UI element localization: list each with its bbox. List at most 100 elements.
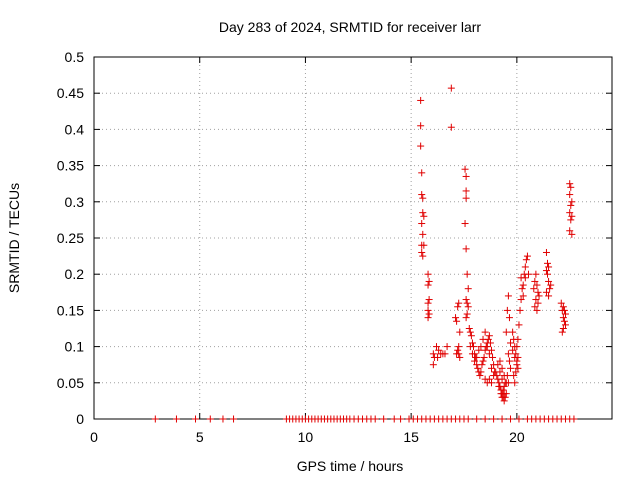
data-point <box>475 346 483 354</box>
data-point <box>447 123 455 131</box>
data-point <box>418 248 426 256</box>
data-point <box>504 379 512 387</box>
data-point <box>419 252 427 260</box>
data-point <box>464 415 472 423</box>
data-point <box>397 415 405 423</box>
data-point <box>558 328 566 336</box>
data-point <box>417 122 425 130</box>
data-point <box>474 364 482 372</box>
data-point <box>500 390 508 398</box>
data-point <box>498 375 506 383</box>
data-point <box>545 292 553 300</box>
data-point <box>466 343 474 351</box>
data-point <box>467 332 475 340</box>
data-point <box>567 183 575 191</box>
data-point <box>462 172 470 180</box>
data-point <box>429 361 437 369</box>
data-point <box>509 328 517 336</box>
data-point <box>419 230 427 238</box>
data-point <box>544 270 552 278</box>
data-point <box>462 194 470 202</box>
data-point <box>534 299 542 307</box>
data-point <box>560 306 568 314</box>
data-point <box>544 259 552 267</box>
data-point <box>505 357 513 365</box>
data-point <box>461 220 469 228</box>
data-point <box>425 310 433 318</box>
data-point <box>481 328 489 336</box>
data-point <box>485 375 493 383</box>
data-point <box>545 277 553 285</box>
data-point <box>546 285 554 293</box>
data-point <box>487 346 495 354</box>
data-point <box>514 335 522 343</box>
data-point <box>532 296 540 304</box>
data-point <box>456 328 464 336</box>
y-tick-label: 0.1 <box>65 339 85 355</box>
data-point <box>515 415 523 423</box>
data-point <box>454 303 462 311</box>
data-point <box>566 180 574 188</box>
data-point <box>496 357 504 365</box>
data-point <box>499 386 507 394</box>
data-point <box>418 191 426 199</box>
data-point <box>542 267 550 275</box>
data-point <box>463 310 471 318</box>
data-point <box>531 277 539 285</box>
data-point <box>531 303 539 311</box>
data-point <box>515 321 523 329</box>
data-point <box>507 339 515 347</box>
data-point <box>424 281 432 289</box>
data-point <box>523 252 531 260</box>
y-tick-label: 0.3 <box>65 194 85 210</box>
data-point <box>507 415 515 423</box>
data-point <box>371 415 379 423</box>
data-point <box>480 353 488 361</box>
data-point <box>461 165 469 173</box>
data-point <box>462 245 470 253</box>
data-point <box>483 343 491 351</box>
data-point <box>463 270 471 278</box>
data-point <box>424 314 432 322</box>
y-axis-label: SRMTID / TECUs <box>6 183 22 293</box>
data-point <box>494 361 502 369</box>
data-point <box>462 187 470 195</box>
data-point <box>424 306 432 314</box>
data-point <box>522 256 530 264</box>
data-point <box>568 212 576 220</box>
data-point <box>570 415 578 423</box>
data-point <box>206 415 214 423</box>
data-point <box>481 346 489 354</box>
x-axis-label: GPS time / hours <box>297 458 404 474</box>
data-point <box>507 364 515 372</box>
data-point <box>435 346 443 354</box>
data-point <box>453 350 461 358</box>
data-point <box>380 415 388 423</box>
data-point <box>547 281 555 289</box>
data-point <box>479 335 487 343</box>
data-point <box>417 96 425 104</box>
data-point <box>514 364 522 372</box>
data-point <box>418 220 426 228</box>
data-point <box>425 277 433 285</box>
data-point <box>533 306 541 314</box>
y-tick-label: 0.15 <box>57 302 84 318</box>
data-point <box>545 263 553 271</box>
data-point <box>420 241 428 249</box>
data-point <box>534 288 542 296</box>
data-point <box>517 296 525 304</box>
data-point <box>511 353 519 361</box>
data-point <box>465 325 473 332</box>
tick-layer <box>93 56 612 420</box>
data-point <box>487 379 495 387</box>
data-point <box>477 368 485 376</box>
data-point <box>464 303 472 311</box>
data-point <box>455 299 463 307</box>
x-tick-label: 0 <box>90 429 98 445</box>
data-point <box>479 357 487 365</box>
x-tick-label: 5 <box>196 429 204 445</box>
data-point <box>452 314 460 322</box>
data-point <box>424 299 432 307</box>
data-point <box>535 292 543 300</box>
